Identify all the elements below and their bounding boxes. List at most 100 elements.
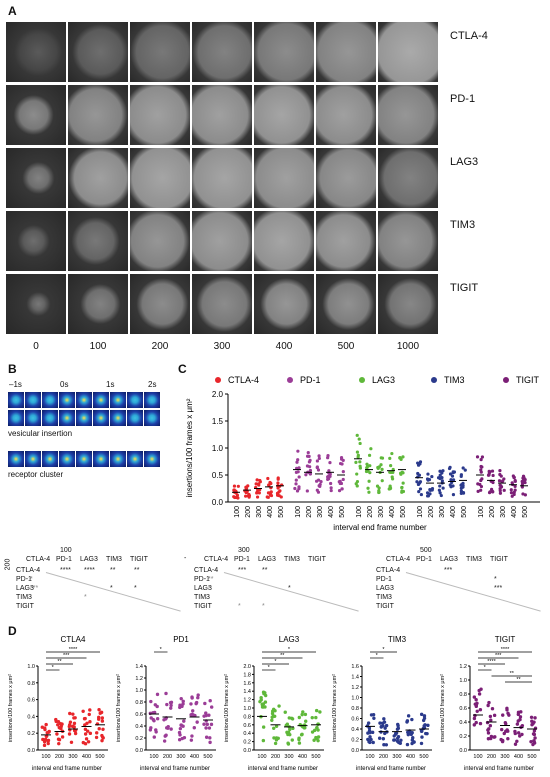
data-point xyxy=(276,477,280,481)
data-point xyxy=(486,728,490,732)
data-point xyxy=(437,488,441,492)
y-tick-label: 2.0 xyxy=(243,664,251,670)
significance-marker: * xyxy=(268,665,271,671)
data-point xyxy=(315,459,319,463)
significance-marker: * xyxy=(134,585,137,592)
micrograph-tile xyxy=(6,85,66,145)
data-point xyxy=(448,472,453,476)
data-point xyxy=(491,473,495,478)
data-point xyxy=(204,735,209,739)
x-tick-label: 100 xyxy=(356,506,363,518)
data-point xyxy=(72,728,77,733)
data-point xyxy=(428,492,432,496)
data-point xyxy=(301,710,305,714)
data-point xyxy=(327,469,331,473)
data-point xyxy=(290,738,294,742)
data-point xyxy=(486,737,491,741)
row-label: CTLA-4 xyxy=(450,30,488,42)
data-point xyxy=(529,715,534,719)
data-point xyxy=(300,712,304,717)
data-point xyxy=(461,466,465,470)
y-tick-label: 1.4 xyxy=(135,664,143,670)
data-point xyxy=(485,720,490,725)
matrix-diagonal xyxy=(405,572,541,612)
data-point xyxy=(207,713,211,717)
data-point xyxy=(409,732,413,737)
data-point xyxy=(258,478,262,483)
matrix-row-header: PD-1 xyxy=(194,576,210,583)
data-point xyxy=(317,456,321,461)
data-point xyxy=(182,719,186,723)
x-axis-label: interval end frame number xyxy=(356,766,426,772)
data-point xyxy=(490,469,495,473)
micrograph-tile xyxy=(6,148,66,208)
x-tick-label: 400 xyxy=(514,754,523,760)
data-point xyxy=(271,714,276,718)
significance-matrix: 100 200 CTLA-4 PD-1 LAG3 TIM3 TIGIT CTLA-4 PD-1 L… xyxy=(4,546,181,616)
data-point xyxy=(492,735,496,739)
data-point xyxy=(513,484,517,489)
data-point xyxy=(181,699,185,704)
row-label: LAG3 xyxy=(450,156,479,168)
data-point xyxy=(205,722,209,727)
montage-frame xyxy=(8,451,24,467)
data-point xyxy=(522,476,526,481)
data-point xyxy=(411,736,415,740)
matrix-column-header: PD-1 xyxy=(56,556,72,563)
x-tick-label: 400 xyxy=(328,506,335,518)
data-point xyxy=(307,460,312,464)
data-point xyxy=(83,716,87,721)
data-point xyxy=(177,738,182,742)
data-point xyxy=(438,473,442,477)
montage-frame xyxy=(93,392,109,408)
data-point xyxy=(419,712,424,717)
panel-d-scatter-chart: CTLA4 0.0 0.2 0.4 0.6 0.8 1.0 insertions/100 fr… xyxy=(8,635,108,772)
y-tick-label: 0.4 xyxy=(351,727,359,733)
y-tick-label: 0.8 xyxy=(135,700,143,706)
x-tick-label: 200 xyxy=(271,754,280,760)
data-point xyxy=(358,466,362,470)
data-point xyxy=(377,486,381,490)
significance-marker: * xyxy=(376,653,379,659)
data-point xyxy=(87,712,91,717)
y-tick-label: 0.0 xyxy=(135,748,143,754)
data-point xyxy=(490,706,495,711)
x-tick-label: 100 xyxy=(417,506,424,518)
data-point xyxy=(266,476,270,481)
legend-marker xyxy=(287,377,293,383)
x-tick-label: 500 xyxy=(527,754,536,760)
montage-frame xyxy=(93,410,109,426)
matrix-row-header: TIM3 xyxy=(376,594,392,601)
data-point xyxy=(388,486,393,490)
data-point xyxy=(318,710,322,714)
data-point xyxy=(369,447,373,451)
data-point xyxy=(153,703,158,707)
data-point xyxy=(273,741,278,746)
data-point xyxy=(95,731,99,735)
data-point xyxy=(318,482,322,487)
data-point xyxy=(338,479,342,483)
data-point xyxy=(506,737,510,741)
data-point xyxy=(486,473,491,477)
data-point xyxy=(164,691,168,696)
data-point xyxy=(83,727,88,731)
y-axis-label: insertions/100 frames x μm² xyxy=(185,398,194,497)
data-point xyxy=(476,482,480,486)
data-point xyxy=(486,703,490,708)
y-tick-label: 0.0 xyxy=(243,748,251,754)
data-point xyxy=(369,737,373,742)
significance-marker: **** xyxy=(84,567,95,574)
data-point xyxy=(257,482,261,486)
data-point xyxy=(356,455,360,459)
significance-marker: * xyxy=(288,647,291,653)
data-point xyxy=(286,742,291,746)
data-point xyxy=(479,488,483,492)
y-tick-label: 2.0 xyxy=(212,390,224,399)
data-point xyxy=(398,455,402,460)
montage-frame xyxy=(110,451,126,467)
data-point xyxy=(405,742,410,747)
data-point xyxy=(475,455,480,459)
data-point xyxy=(181,702,185,706)
data-point xyxy=(449,478,453,482)
data-point xyxy=(272,726,276,730)
